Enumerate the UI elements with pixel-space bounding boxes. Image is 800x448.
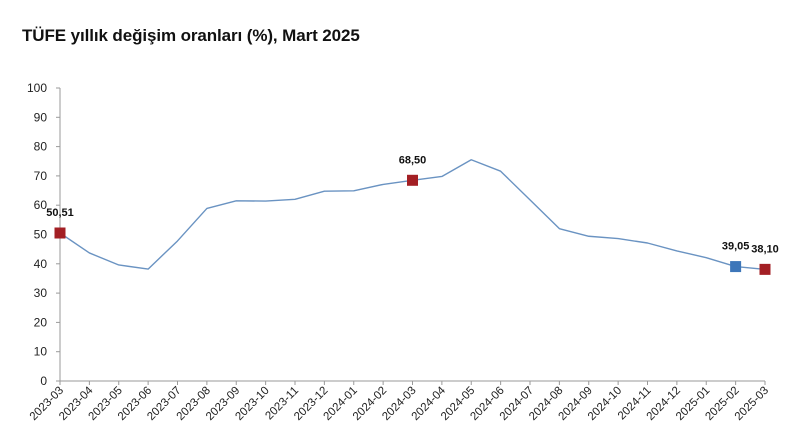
highlight-marker: [407, 174, 418, 186]
y-tick-label: 60: [34, 198, 48, 212]
chart-title: TÜFE yıllık değişim oranları (%), Mart 2…: [22, 26, 360, 45]
y-tick-label: 0: [40, 374, 47, 388]
y-tick-label: 100: [27, 81, 47, 95]
y-tick-label: 50: [34, 228, 48, 242]
data-label: 38,10: [751, 243, 779, 255]
y-tick-label: 80: [34, 140, 48, 154]
y-tick-label: 90: [34, 110, 48, 124]
data-label: 39,05: [722, 241, 750, 253]
highlight-marker: [54, 227, 66, 239]
y-tick-label: 20: [34, 315, 48, 329]
y-tick-label: 10: [34, 345, 48, 359]
highlight-marker: [730, 261, 742, 273]
data-label: 50,51: [46, 207, 74, 219]
y-tick-label: 70: [34, 169, 48, 183]
data-label: 68,50: [399, 154, 427, 166]
y-tick-label: 30: [34, 286, 48, 300]
y-tick-label: 40: [34, 257, 48, 271]
highlight-marker: [759, 263, 771, 275]
